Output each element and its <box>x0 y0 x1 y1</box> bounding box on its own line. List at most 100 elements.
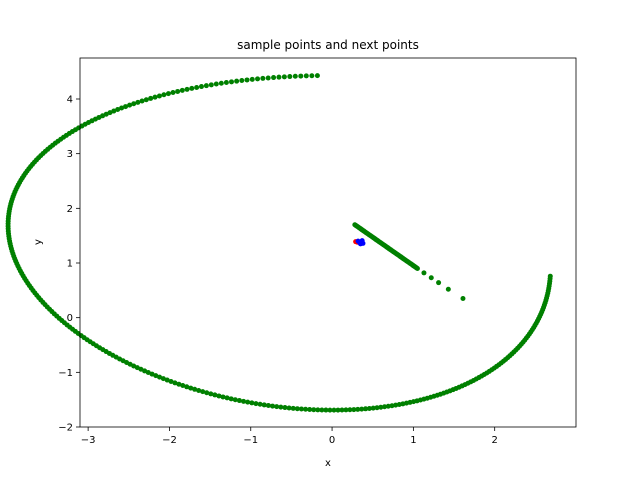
x-tick-label: −1 <box>243 435 258 446</box>
data-point <box>160 376 166 382</box>
data-point <box>152 94 158 100</box>
data-point <box>123 104 129 110</box>
data-point <box>287 74 293 80</box>
series-0 <box>5 73 553 413</box>
data-point <box>220 394 226 400</box>
y-axis-ticks: −2 −1 0 1 2 3 4 <box>58 95 80 434</box>
data-point <box>213 81 219 87</box>
data-point <box>294 406 300 412</box>
data-point <box>175 88 181 94</box>
data-point <box>145 370 151 376</box>
data-point <box>355 406 361 412</box>
data-point <box>323 407 329 413</box>
data-point <box>436 280 442 286</box>
data-point <box>245 399 251 405</box>
x-tick-label: −3 <box>81 435 96 446</box>
data-point <box>204 390 210 396</box>
data-point <box>547 273 553 279</box>
data-point <box>309 73 315 79</box>
data-point <box>374 405 380 411</box>
data-point <box>223 80 229 86</box>
data-point <box>335 407 341 413</box>
data-point <box>378 404 384 410</box>
data-point <box>224 395 230 401</box>
data-point <box>232 397 238 403</box>
chart-title: sample points and next points <box>237 38 419 52</box>
data-point <box>339 407 345 413</box>
data-point <box>382 404 388 410</box>
x-tick-label: 1 <box>410 435 416 446</box>
data-point <box>149 371 155 377</box>
data-point <box>271 75 277 81</box>
data-point <box>460 296 466 302</box>
data-point <box>143 97 149 103</box>
data-point <box>359 406 365 412</box>
data-point <box>314 73 320 79</box>
x-tick-label: −2 <box>162 435 177 446</box>
data-point <box>281 74 287 80</box>
data-point <box>286 405 292 411</box>
data-point <box>260 75 266 81</box>
data-point <box>351 407 357 413</box>
data-point <box>241 398 247 404</box>
data-point <box>188 385 194 391</box>
plot-area-frame <box>79 57 577 428</box>
y-tick-label: 3 <box>67 149 73 160</box>
data-point <box>298 73 304 79</box>
data-point <box>358 241 364 247</box>
data-point <box>228 396 234 402</box>
data-point <box>319 407 325 413</box>
data-point <box>208 391 214 397</box>
data-point <box>249 76 255 82</box>
data-point <box>194 84 200 90</box>
data-point <box>315 407 321 413</box>
data-point <box>148 95 154 101</box>
y-tick-label: 1 <box>67 259 73 270</box>
data-point <box>270 403 276 409</box>
x-tick-label: 0 <box>329 435 335 446</box>
data-point <box>261 402 267 408</box>
data-point <box>153 373 159 379</box>
data-point <box>168 378 174 384</box>
data-point <box>200 389 206 395</box>
data-point <box>161 92 167 98</box>
data-point <box>303 73 309 79</box>
data-point <box>180 383 186 389</box>
data-point <box>212 392 218 398</box>
data-point <box>292 73 298 79</box>
data-point <box>253 401 259 407</box>
data-point <box>218 80 224 86</box>
data-point <box>135 99 141 105</box>
data-point <box>298 406 304 412</box>
data-point <box>370 405 376 411</box>
data-point <box>276 74 282 80</box>
data-point <box>164 377 170 383</box>
data-point <box>274 404 280 410</box>
y-tick-label: −1 <box>58 368 73 379</box>
data-point <box>189 85 195 91</box>
plot-marks <box>5 73 553 413</box>
x-axis-ticks: −3 −2 −1 0 1 2 <box>81 427 498 446</box>
data-point <box>421 270 427 276</box>
data-point <box>131 101 137 107</box>
data-point <box>327 407 333 413</box>
series-2 <box>355 238 366 247</box>
data-point <box>282 405 288 411</box>
data-point <box>343 407 349 413</box>
data-point <box>107 110 113 116</box>
data-point <box>363 406 369 412</box>
data-point <box>311 407 317 413</box>
data-point <box>255 76 261 82</box>
data-point <box>172 380 178 386</box>
data-point <box>196 387 202 393</box>
data-point <box>127 102 133 108</box>
data-point <box>119 105 125 111</box>
data-point <box>236 398 242 404</box>
data-point <box>414 265 420 271</box>
data-point <box>257 401 263 407</box>
y-tick-label: 2 <box>67 204 73 215</box>
data-point <box>278 404 284 410</box>
data-point <box>176 381 182 387</box>
y-axis-label: y <box>33 239 44 245</box>
data-point <box>265 403 271 409</box>
